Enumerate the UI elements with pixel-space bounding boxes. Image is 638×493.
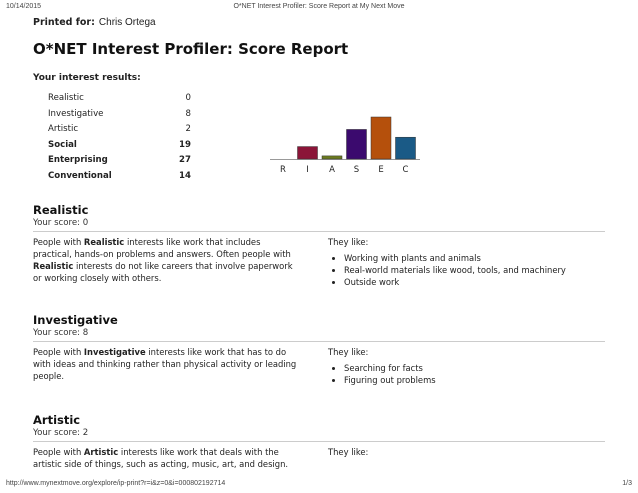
desc-text: People with xyxy=(33,237,84,247)
score-row-social: Social 19 xyxy=(48,140,196,156)
printed-for-label: Printed for: xyxy=(33,17,95,28)
scores-table: Realistic 0 Investigative 8 Artistic 2 S… xyxy=(48,93,196,186)
print-date: 10/14/2015 xyxy=(6,3,42,10)
score-label: Investigative xyxy=(48,108,104,119)
section-title: Artistic xyxy=(33,413,81,427)
divider xyxy=(33,231,605,232)
likes-label: They like: xyxy=(328,447,369,457)
tick-label-i: I xyxy=(306,165,309,175)
desc-text: or working closely with others. xyxy=(33,273,162,283)
list-item: Working with plants and animals xyxy=(344,252,628,264)
score-label: Enterprising xyxy=(48,155,108,165)
section-description: People with Investigative interests like… xyxy=(33,346,303,382)
desc-text: People with xyxy=(33,447,84,457)
desc-bold: Realistic xyxy=(33,261,74,271)
desc-text: interests like work that deals with the xyxy=(120,447,279,457)
score-value: 14 xyxy=(179,170,191,181)
printed-for-name: Chris Ortega xyxy=(98,17,156,28)
desc-text: People with xyxy=(33,347,84,357)
section-realistic: Realistic Your score: 0 People with Real… xyxy=(33,203,605,303)
list-item: Real-world materials like wood, tools, a… xyxy=(344,264,628,276)
desc-text: with ideas and thinking rather than phys… xyxy=(33,359,297,369)
bar-i xyxy=(297,146,318,160)
print-url: http://www.mynextmove.org/explore/ip-pri… xyxy=(6,480,226,487)
section-description: People with Realistic interests like wor… xyxy=(33,236,303,284)
section-investigative: Investigative Your score: 8 People with … xyxy=(33,313,605,403)
score-label: Realistic xyxy=(48,93,84,103)
bar-c xyxy=(395,136,416,160)
score-label: Social xyxy=(48,139,77,150)
score-row-realistic: Realistic 0 xyxy=(48,93,196,109)
browser-print-footer: http://www.mynextmove.org/explore/ip-pri… xyxy=(6,480,632,490)
browser-print-header: 10/14/2015 O*NET Interest Profiler: Scor… xyxy=(6,3,632,13)
bar-a xyxy=(321,155,343,160)
likes-label: They like: xyxy=(328,347,369,357)
score-value: 2 xyxy=(185,124,191,134)
score-value: 19 xyxy=(179,139,191,150)
list-item: Searching for facts xyxy=(344,362,628,374)
section-likes: They like: xyxy=(328,446,628,458)
desc-text: interests do not like careers that invol… xyxy=(76,261,293,271)
score-row-conventional: Conventional 14 xyxy=(48,171,196,187)
desc-bold: Investigative xyxy=(83,347,146,357)
section-score: Your score: 2 xyxy=(33,428,89,438)
score-row-enterprising: Enterprising 27 xyxy=(48,155,196,171)
tick-label-s: S xyxy=(354,165,359,175)
score-label: Artistic xyxy=(48,124,79,134)
section-description: People with Artistic interests like work… xyxy=(33,446,303,470)
score-label: Conventional xyxy=(48,170,112,181)
desc-text: artistic side of things, such as acting,… xyxy=(33,459,289,469)
section-artistic: Artistic Your score: 2 People with Artis… xyxy=(33,413,605,473)
bar-e xyxy=(370,116,392,160)
desc-text: interests like work that includes xyxy=(126,237,261,247)
desc-bold: Realistic xyxy=(83,237,125,247)
desc-text: interests like work that has to do xyxy=(148,347,287,357)
tick-label-a: A xyxy=(329,165,335,175)
likes-list: Searching for facts Figuring out problem… xyxy=(328,362,628,386)
likes-label: They like: xyxy=(328,237,369,247)
list-item: Figuring out problems xyxy=(344,374,628,386)
printed-for: Printed for: Chris Ortega xyxy=(33,17,156,28)
divider xyxy=(33,341,605,342)
section-title: Realistic xyxy=(33,203,89,217)
score-value: 8 xyxy=(185,108,191,119)
tick-label-r: R xyxy=(280,165,286,175)
section-likes: They like: Working with plants and anima… xyxy=(328,236,628,288)
tick-label-c: C xyxy=(403,165,409,175)
results-heading: Your interest results: xyxy=(33,73,141,83)
section-likes: They like: Searching for facts Figuring … xyxy=(328,346,628,386)
section-title: Investigative xyxy=(33,313,118,327)
list-item: Outside work xyxy=(344,276,628,288)
print-page-number: 1/3 xyxy=(622,480,632,487)
section-score: Your score: 0 xyxy=(33,218,89,228)
print-page-title: O*NET Interest Profiler: Score Report at… xyxy=(233,3,405,10)
report-title: O*NET Interest Profiler: Score Report xyxy=(33,40,349,58)
score-value: 0 xyxy=(185,93,191,103)
score-value: 27 xyxy=(179,155,191,165)
score-row-investigative: Investigative 8 xyxy=(48,109,196,125)
bar-s xyxy=(346,129,367,160)
divider xyxy=(33,441,605,442)
likes-list: Working with plants and animals Real-wor… xyxy=(328,252,628,288)
desc-bold: Artistic xyxy=(83,447,119,457)
section-score: Your score: 8 xyxy=(33,328,89,338)
desc-text: practical, hands-on problems and answers… xyxy=(33,249,291,259)
tick-label-e: E xyxy=(378,165,383,175)
score-row-artistic: Artistic 2 xyxy=(48,124,196,140)
desc-text: people. xyxy=(33,371,65,381)
